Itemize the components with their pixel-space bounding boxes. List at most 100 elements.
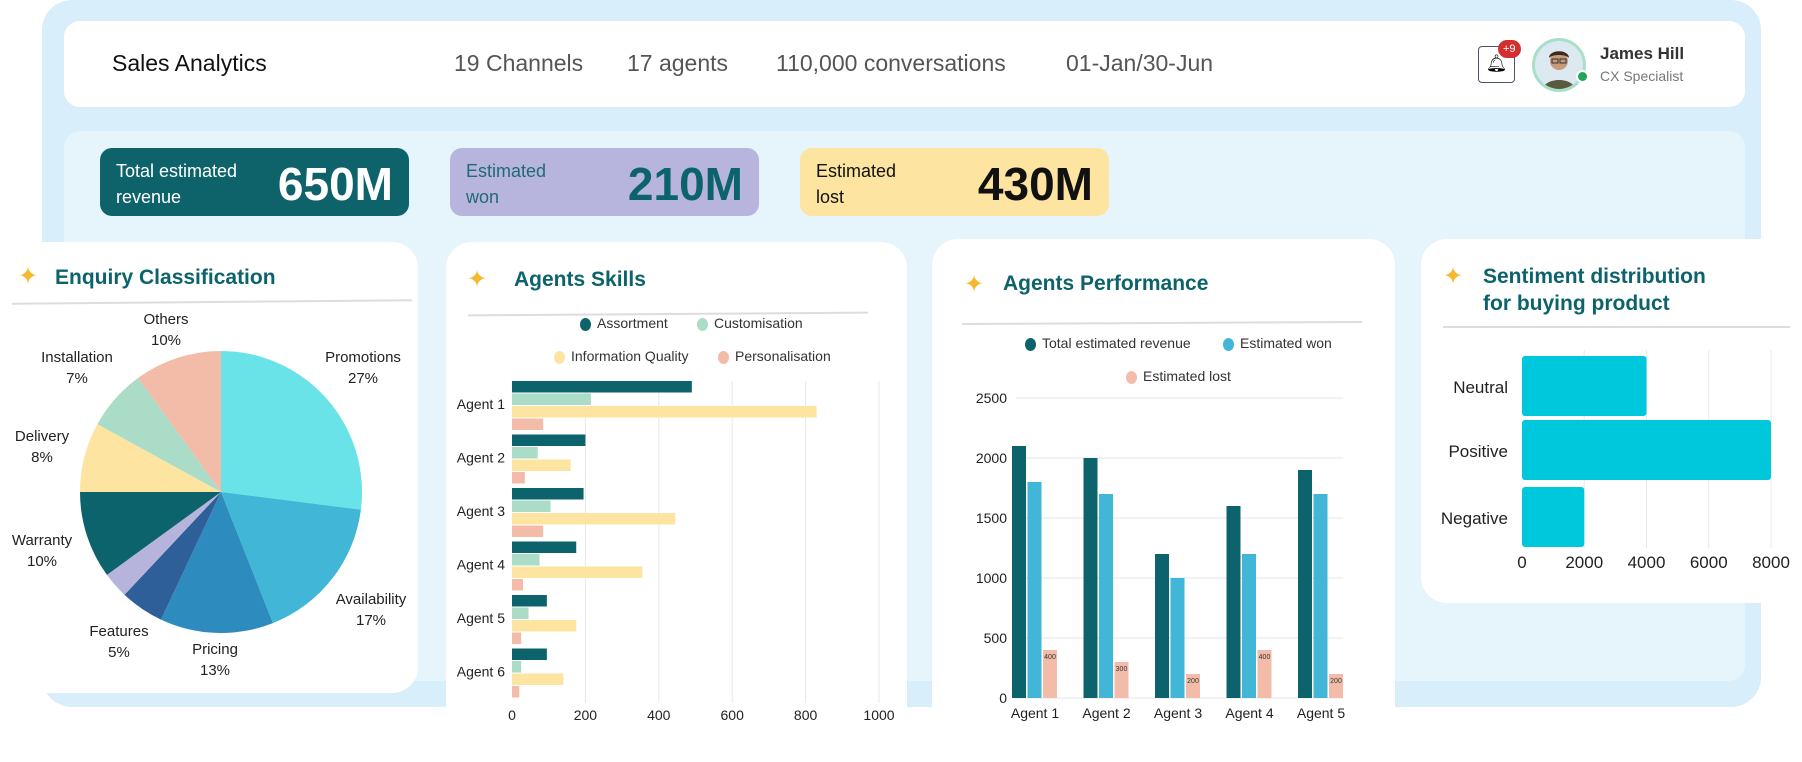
pie-slice xyxy=(160,492,273,633)
bar xyxy=(512,541,577,553)
bar xyxy=(1114,662,1129,698)
bar xyxy=(512,513,676,525)
bar xyxy=(512,661,522,673)
bar xyxy=(512,459,571,471)
bar xyxy=(512,393,591,405)
x-tick-label: 0 xyxy=(1517,553,1526,572)
date-range[interactable]: 01-Jan/30-Jun xyxy=(1066,50,1214,76)
y-category-label: Agent 1 xyxy=(457,396,505,412)
bar xyxy=(512,566,643,578)
legend-dot xyxy=(718,350,729,364)
bar xyxy=(1298,470,1312,698)
performance-title: Agents Performance xyxy=(1003,272,1209,295)
pie-label: Availability xyxy=(336,591,407,608)
kpi-label: Total estimated revenue xyxy=(116,161,238,207)
bar xyxy=(1012,446,1026,698)
data-label: 400 xyxy=(1044,654,1056,661)
y-tick-label: 500 xyxy=(984,630,1008,646)
avatar[interactable] xyxy=(1532,38,1586,92)
bar xyxy=(512,381,692,393)
legend-label: Personalisation xyxy=(735,348,831,364)
x-tick-label: 0 xyxy=(508,707,516,723)
kpi-estimated-won: Estimated won 210M xyxy=(450,148,759,216)
bar xyxy=(1027,482,1042,698)
x-tick-label: 1000 xyxy=(863,707,894,723)
bar xyxy=(1099,494,1113,698)
pie-label: Promotions xyxy=(325,349,401,366)
bar xyxy=(1186,674,1200,698)
pie-label: Pricing xyxy=(192,641,238,658)
bar xyxy=(1242,554,1256,698)
x-tick-label: 4000 xyxy=(1628,553,1666,572)
pie-slice xyxy=(221,351,363,510)
pie-label: Warranty xyxy=(12,532,73,549)
legend-estimated-lost[interactable]: Estimated lost xyxy=(1126,368,1231,384)
kpi-label: Estimated won xyxy=(466,161,547,207)
x-category-label: Agent 4 xyxy=(1225,705,1273,721)
legend-total-revenue[interactable]: Total estimated revenue xyxy=(1025,335,1191,351)
legend-label: Estimated lost xyxy=(1143,368,1231,384)
title-line: Sentiment distribution xyxy=(1483,265,1706,288)
bar xyxy=(512,447,538,459)
legend-dot xyxy=(580,317,591,331)
pie-slice xyxy=(124,492,221,620)
bar xyxy=(512,607,529,619)
legend-information-quality[interactable]: Information Quality xyxy=(554,348,689,364)
enquiry-title: Enquiry Classification xyxy=(55,266,276,289)
y-category-label: Neutral xyxy=(1453,378,1508,397)
y-tick-label: 1500 xyxy=(976,510,1007,526)
x-tick-label: 400 xyxy=(647,707,671,723)
x-category-label: Agent 1 xyxy=(1011,705,1059,721)
bar xyxy=(512,525,544,537)
bar xyxy=(512,579,524,591)
legend-label: Estimated won xyxy=(1240,335,1332,351)
bar xyxy=(1170,578,1185,698)
legend-personalisation[interactable]: Personalisation xyxy=(718,348,831,364)
charts-layer: Promotions 27% Availability 17% Pricing 13% Fe… xyxy=(12,311,1790,723)
bar xyxy=(1313,494,1328,698)
divider xyxy=(1443,326,1790,328)
user-name: James Hill xyxy=(1600,44,1685,63)
y-tick-label: 1000 xyxy=(976,570,1007,586)
legend-dot xyxy=(1223,337,1234,351)
x-tick-label: 8000 xyxy=(1752,553,1790,572)
bar xyxy=(1522,487,1585,547)
user-role: CX Specialist xyxy=(1600,68,1684,84)
data-label: 400 xyxy=(1259,654,1271,661)
kpi-estimated-lost: Estimated lost 430M xyxy=(800,148,1109,216)
y-tick-label: 0 xyxy=(999,690,1007,706)
bar xyxy=(1329,674,1343,698)
bar xyxy=(512,595,547,607)
sparkle-icon: ✦ xyxy=(1443,263,1464,290)
legend-dot xyxy=(1126,370,1137,384)
pie-label: Features xyxy=(89,623,148,640)
pie-label: Others xyxy=(143,311,188,328)
bell-icon: 🔔︎ xyxy=(1485,54,1508,73)
x-tick-label: 200 xyxy=(574,707,598,723)
kpi-label: Estimated lost xyxy=(816,161,897,207)
agents-count: 17 agents xyxy=(627,50,729,76)
notification-badge: +9 xyxy=(1498,40,1521,58)
legend-assortment[interactable]: Assortment xyxy=(580,315,668,331)
bar xyxy=(1226,506,1241,698)
bar xyxy=(512,406,817,418)
pie-slice xyxy=(221,492,361,624)
notification-button[interactable]: 🔔︎ xyxy=(1478,46,1515,83)
bar xyxy=(512,648,547,660)
pie-slice xyxy=(138,351,221,492)
kpi-total-revenue: Total estimated revenue 650M xyxy=(100,148,409,216)
pie-slice xyxy=(106,492,221,595)
data-label: 200 xyxy=(1330,678,1342,685)
legend-estimated-won[interactable]: Estimated won xyxy=(1223,335,1332,351)
y-category-label: Positive xyxy=(1448,442,1508,461)
pie-percent: 7% xyxy=(66,370,88,387)
pie-percent: 10% xyxy=(27,553,57,570)
legend-dot xyxy=(1025,337,1036,351)
pie-percent: 10% xyxy=(151,332,181,349)
pie-slice xyxy=(80,424,221,492)
bar xyxy=(1043,650,1057,698)
title-line: for buying product xyxy=(1483,292,1670,315)
bar xyxy=(1083,458,1098,698)
legend-customisation[interactable]: Customisation xyxy=(697,315,803,331)
y-category-label: Negative xyxy=(1441,509,1508,528)
